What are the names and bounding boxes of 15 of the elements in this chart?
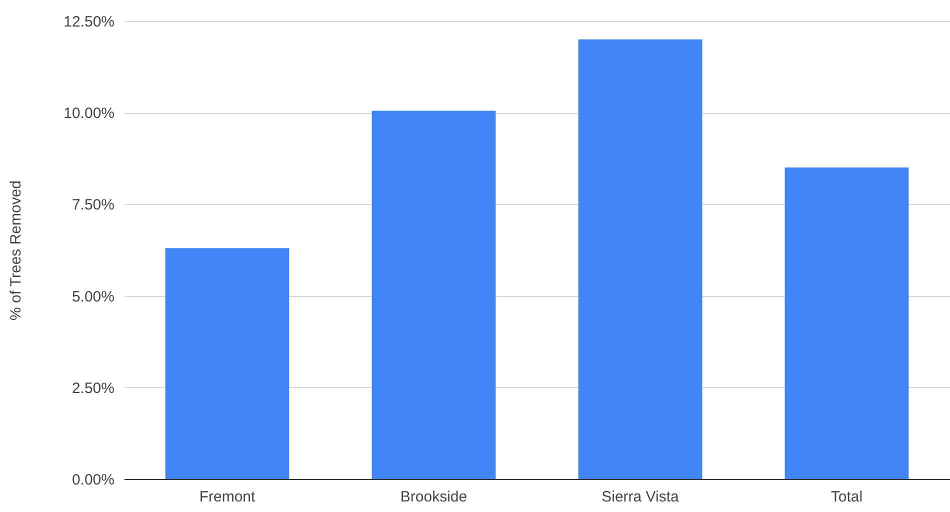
y-tick-label: 0.00% (72, 472, 114, 488)
y-tick-label: 2.50% (72, 380, 114, 397)
bar (578, 39, 702, 479)
x-tick-label: Brookside (400, 488, 468, 506)
bar (784, 168, 909, 479)
y-axis-title: % of Trees Removed (8, 180, 25, 321)
y-tick-label: 5.00% (72, 288, 114, 306)
x-tick-label: Total (830, 488, 863, 506)
y-tick-label: 7.50% (72, 196, 114, 214)
y-tick-label: 10.00% (64, 105, 114, 122)
bar (372, 110, 496, 479)
bar (165, 248, 290, 479)
x-tick-label: Sierra Vista (602, 488, 680, 506)
x-tick-label: Fremont (199, 488, 256, 506)
y-tick-label: 12.50% (64, 14, 114, 30)
